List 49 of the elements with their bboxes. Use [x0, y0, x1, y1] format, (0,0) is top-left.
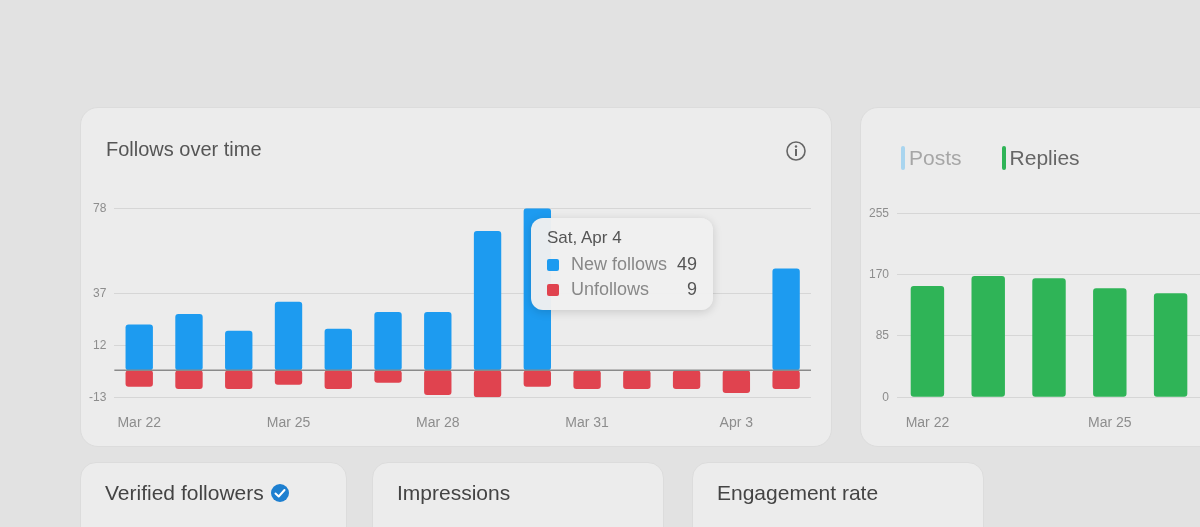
bar [573, 370, 601, 389]
x-tick-label: Mar 22 [905, 414, 950, 431]
bar [772, 268, 800, 371]
bar [274, 301, 303, 371]
legend-label: Posts [909, 146, 962, 170]
bar [125, 324, 153, 371]
legend-label: Replies [1009, 146, 1080, 170]
bar [225, 370, 253, 389]
text: Impressions [397, 481, 511, 505]
bar [623, 370, 651, 389]
bar [722, 370, 751, 394]
bar [523, 370, 551, 387]
bar [175, 370, 203, 389]
annotation: Sat, Apr 4 [547, 228, 623, 248]
y-tick-label: 170 [868, 266, 890, 281]
bar [772, 370, 800, 389]
bar [473, 231, 502, 371]
x-tick-label: Mar 25 [1088, 414, 1132, 431]
y-tick-label: 12 [92, 337, 107, 352]
bar [374, 312, 402, 371]
bar [374, 370, 402, 383]
bar [324, 370, 352, 389]
y-tick-label: 0 [882, 389, 890, 404]
bar [225, 330, 253, 371]
x-tick-label: Apr 3 [719, 414, 754, 431]
y-tick-label: 78 [92, 200, 107, 215]
bar [424, 312, 452, 371]
bar [324, 328, 352, 371]
bar [274, 370, 303, 385]
chart-title: Follows over time [106, 138, 262, 161]
y-tick-label: 255 [868, 205, 890, 220]
bar [672, 370, 701, 389]
text: Verified followers [105, 481, 264, 505]
legend-label: Unfollows [571, 279, 651, 300]
annotation: 49 [677, 254, 698, 275]
annotation: 9 [687, 279, 698, 300]
bar [175, 314, 203, 371]
bar [424, 370, 452, 396]
x-tick-label: Mar 25 [266, 414, 311, 431]
x-tick-label: Mar 28 [416, 414, 460, 431]
bar [473, 370, 502, 398]
bar [125, 370, 153, 387]
y-tick-label: -13 [89, 389, 107, 404]
x-tick-label: Mar 31 [565, 414, 610, 431]
x-tick-label: Mar 22 [117, 414, 162, 431]
y-tick-label: 85 [875, 328, 890, 343]
text: Engagement rate [717, 481, 879, 505]
legend-label: New follows [571, 254, 668, 275]
y-tick-label: 37 [92, 285, 107, 300]
